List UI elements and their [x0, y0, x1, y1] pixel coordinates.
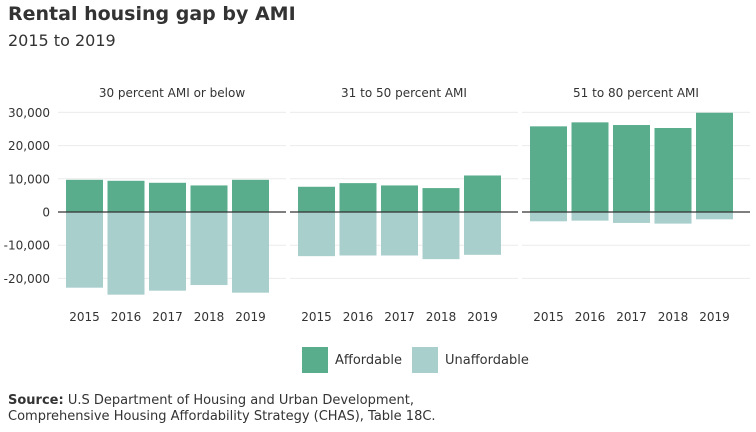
bar-unaffordable: [149, 212, 186, 291]
x-tick-label: 2016: [575, 310, 606, 324]
bar-affordable: [66, 179, 103, 212]
bar-unaffordable: [464, 212, 501, 255]
y-tick-label: 0: [42, 206, 50, 220]
x-tick-label: 2018: [194, 310, 225, 324]
bar-affordable: [613, 125, 650, 212]
bar-affordable: [464, 175, 501, 212]
x-tick-label: 2015: [533, 310, 564, 324]
legend-swatch-affordable: [302, 347, 328, 373]
bar-unaffordable: [654, 212, 692, 224]
bar-affordable: [422, 188, 460, 212]
bar-unaffordable: [298, 212, 335, 257]
y-tick-label: 20,000: [8, 139, 50, 153]
panel-title: 31 to 50 percent AMI: [341, 86, 467, 100]
bar-unaffordable: [66, 212, 103, 288]
bar-affordable: [107, 180, 145, 212]
bar-unaffordable: [232, 212, 269, 293]
chart-area: 30,000 20,000 10,000 0 -10,000 -20,000 30 perc…: [4, 86, 750, 324]
x-tick-label: 2018: [426, 310, 457, 324]
y-tick-label: -10,000: [4, 239, 50, 253]
bar-unaffordable: [339, 212, 377, 256]
source-label: Source:: [8, 393, 64, 408]
bar-unaffordable: [696, 212, 733, 220]
x-tick-label: 2016: [343, 310, 374, 324]
legend-label-affordable: Affordable: [335, 352, 402, 368]
bar-unaffordable: [381, 212, 418, 256]
legend-label-unaffordable: Unaffordable: [445, 352, 529, 368]
x-tick-label: 2016: [111, 310, 142, 324]
source-line-2: Comprehensive Housing Affordability Stra…: [8, 409, 436, 424]
bar-affordable: [571, 122, 609, 212]
chart-title: Rental housing gap by AMI: [8, 3, 296, 25]
chart-subtitle: 2015 to 2019: [8, 31, 116, 50]
legend: Affordable Unaffordable: [302, 347, 539, 373]
bar-unaffordable: [190, 212, 228, 286]
bar-unaffordable: [571, 212, 609, 221]
source-note: Source: U.S Department of Housing and Ur…: [8, 393, 436, 425]
panel-title: 30 percent AMI or below: [99, 86, 246, 100]
bar-affordable: [654, 128, 692, 212]
x-tick-label: 2019: [467, 310, 498, 324]
bar-unaffordable: [107, 212, 145, 295]
x-tick-label: 2019: [699, 310, 730, 324]
bar-unaffordable: [422, 212, 460, 260]
bar-unaffordable: [530, 212, 567, 222]
x-tick-label: 2019: [235, 310, 266, 324]
y-tick-label: -20,000: [4, 272, 50, 286]
x-tick-label: 2015: [69, 310, 100, 324]
legend-item-unaffordable: Unaffordable: [412, 347, 529, 373]
panel-title: 51 to 80 percent AMI: [573, 86, 699, 100]
x-tick-label: 2017: [152, 310, 183, 324]
y-tick-label: 10,000: [8, 172, 50, 186]
x-tick-label: 2015: [301, 310, 332, 324]
x-tick-label: 2017: [616, 310, 647, 324]
legend-swatch-unaffordable: [412, 347, 438, 373]
y-tick-label: 30,000: [8, 106, 50, 120]
bar-affordable: [149, 182, 186, 212]
bar-affordable: [298, 186, 335, 212]
x-tick-label: 2018: [658, 310, 689, 324]
bar-affordable: [696, 112, 733, 212]
bar-affordable: [232, 179, 269, 212]
bar-affordable: [339, 183, 377, 212]
bar-affordable: [381, 185, 418, 212]
bar-affordable: [190, 185, 228, 212]
bar-unaffordable: [613, 212, 650, 223]
bar-affordable: [530, 126, 567, 212]
x-tick-label: 2017: [384, 310, 415, 324]
source-line-1: U.S Department of Housing and Urban Deve…: [67, 393, 414, 408]
legend-item-affordable: Affordable: [302, 347, 402, 373]
